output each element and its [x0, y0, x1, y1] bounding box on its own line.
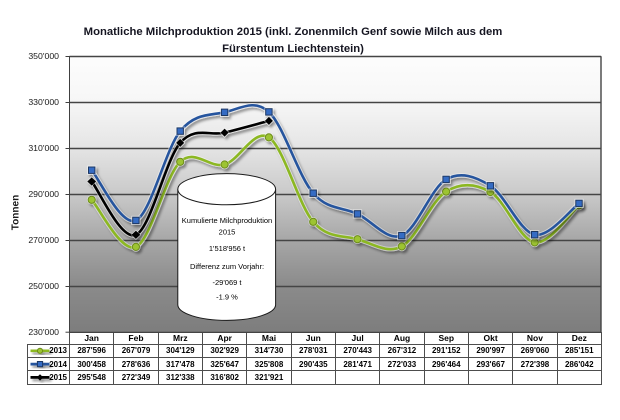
svg-text:-29'069 t: -29'069 t: [213, 278, 243, 287]
svg-text:1'518'956 t: 1'518'956 t: [209, 244, 246, 253]
svg-text:Differenz zum Vorjahr:: Differenz zum Vorjahr:: [190, 262, 264, 271]
svg-text:-1.9 %: -1.9 %: [216, 293, 238, 302]
svg-text:Kumulierte Milchproduktion: Kumulierte Milchproduktion: [182, 216, 272, 225]
svg-text:2015: 2015: [219, 228, 236, 237]
